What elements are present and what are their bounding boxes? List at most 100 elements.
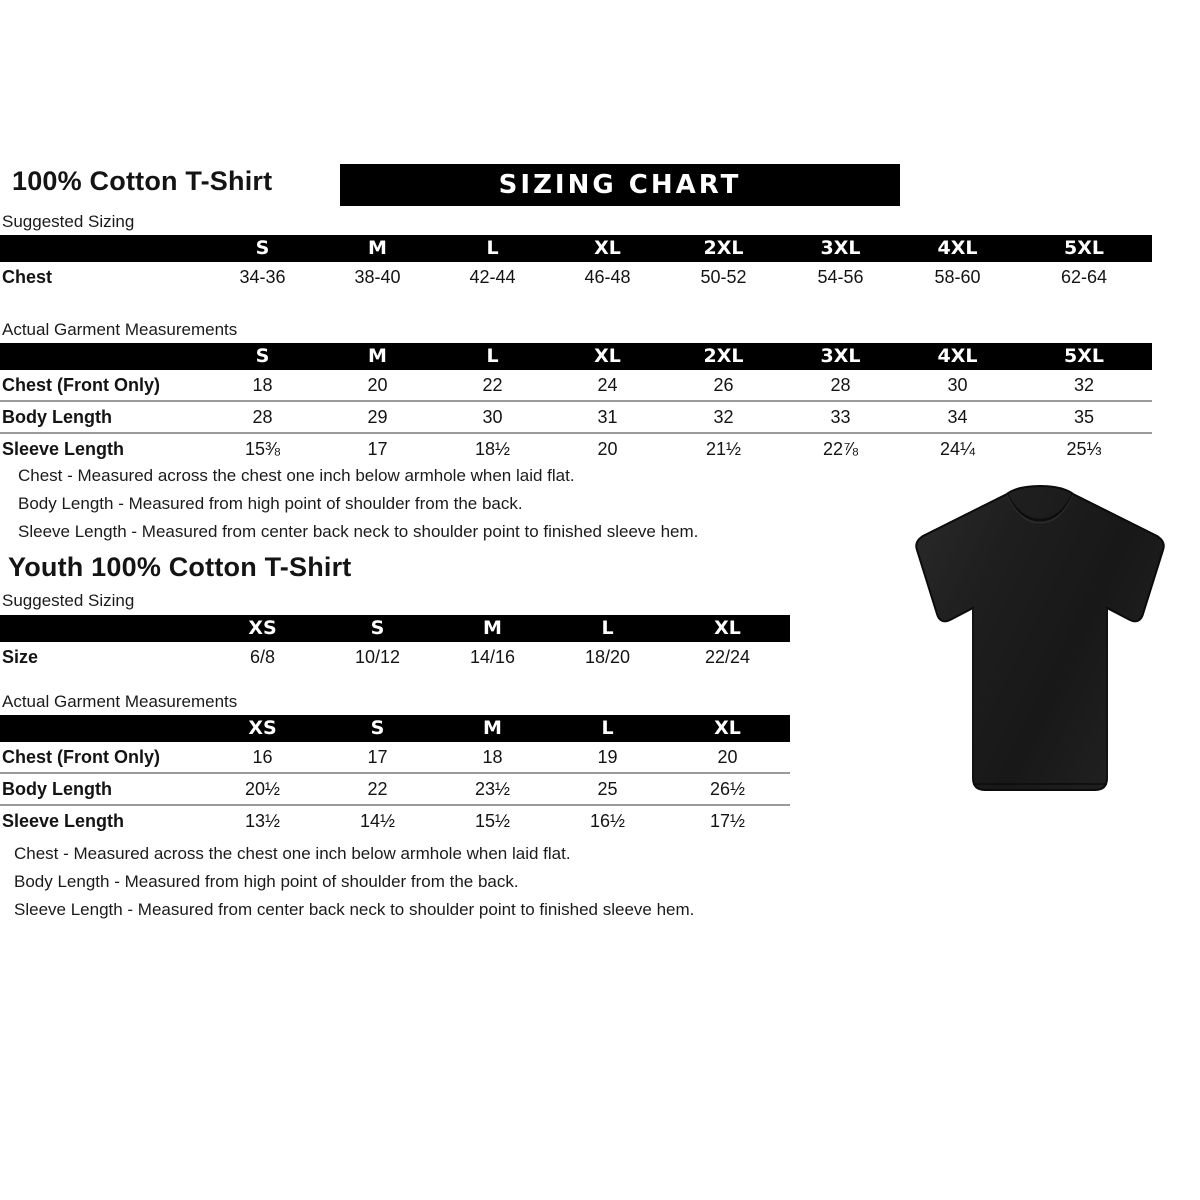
cell-chestfront-xl: 20 [665,742,790,773]
cell-chestfront-l: 19 [550,742,665,773]
cell-sleevelength-xs: 13½ [205,804,320,836]
cell-chest-l: 42-44 [435,262,550,292]
header-cell-m: M [368,345,387,367]
header-cell-m: M [368,237,387,259]
header-cell-4xl: 4XL [937,237,978,259]
cell-sleevelength-xl: 17½ [665,804,790,836]
cell-sleevelength-l: 18½ [435,432,550,464]
adult-suggested-sizing-table: S M L XL 2XL 3XL 4XL 5XL Chest 34-36 38-… [0,235,1152,292]
header-cell-m: M [483,617,502,639]
youth-actual-measurements-table: XS S M L XL Chest (Front Only) 16 17 18 … [0,715,790,836]
cell-chestfront-4xl: 30 [899,370,1016,401]
cell-sleevelength-m: 17 [320,432,435,464]
header-cell-s: S [370,717,385,739]
cell-chestfront-3xl: 28 [782,370,899,401]
cell-bodylength-m: 29 [320,400,435,433]
cell-sleevelength-2xl: 21½ [665,432,782,464]
row-label-chest-front-only: Chest (Front Only) [0,370,205,401]
cell-sleevelength-5xl: 25⅓ [1016,432,1152,464]
header-cell-4xl: 4XL [937,345,978,367]
header-cell-s: S [255,237,270,259]
cell-chestfront-m: 18 [435,742,550,773]
note-chest: Chest - Measured across the chest one in… [18,466,575,485]
cell-chestfront-m: 20 [320,370,435,401]
header-cell-3xl: 3XL [820,345,861,367]
header-cell-rowlabel [0,235,205,262]
header-cell-xl: XL [594,345,621,367]
cell-sleevelength-s: 14½ [320,804,435,836]
table-header-row: XS S M L XL [0,715,790,742]
cell-sleevelength-m: 15½ [435,804,550,836]
row-label-body-length: Body Length [0,400,205,433]
cell-chest-s: 34-36 [205,262,320,292]
table-row: Sleeve Length 15⅜ 17 18½ 20 21½ 22⅞ 24¼ … [0,432,1152,464]
cell-size-xs: 6/8 [205,642,320,672]
header-cell-l: L [601,617,614,639]
row-label-size: Size [0,642,205,672]
table-header-row: S M L XL 2XL 3XL 4XL 5XL [0,235,1152,262]
row-label-chest: Chest [0,262,205,292]
header-cell-rowlabel [0,343,205,370]
header-cell-l: L [601,717,614,739]
cell-bodylength-l: 30 [435,400,550,433]
header-cell-xs: XS [248,717,277,739]
cell-chestfront-s: 17 [320,742,435,773]
cell-chest-3xl: 54-56 [782,262,899,292]
table-row: Chest (Front Only) 16 17 18 19 20 [0,742,790,773]
cell-size-l: 18/20 [550,642,665,672]
cell-size-m: 14/16 [435,642,550,672]
cell-bodylength-4xl: 34 [899,400,1016,433]
table-row: Body Length 20½ 22 23½ 25 26½ [0,772,790,805]
header-cell-m: M [483,717,502,739]
cell-sleevelength-l: 16½ [550,804,665,836]
note-sleeve-length: Sleeve Length - Measured from center bac… [18,522,699,541]
header-cell-xs: XS [248,617,277,639]
cell-bodylength-s: 28 [205,400,320,433]
header-cell-3xl: 3XL [820,237,861,259]
cell-bodylength-2xl: 32 [665,400,782,433]
sizing-chart-banner: SIZING CHART [340,164,900,206]
header-cell-xl: XL [714,617,741,639]
cell-bodylength-5xl: 35 [1016,400,1152,433]
cell-chestfront-5xl: 32 [1016,370,1152,401]
table-row: Body Length 28 29 30 31 32 33 34 35 [0,400,1152,433]
header-cell-5xl: 5XL [1064,237,1104,259]
header-cell-xl: XL [714,717,741,739]
header-cell-s: S [255,345,270,367]
header-cell-xl: XL [594,237,621,259]
row-label-sleeve-length: Sleeve Length [0,804,205,836]
adult-section-title: 100% Cotton T-Shirt [12,166,273,196]
youth-actual-measurements-label: Actual Garment Measurements [2,692,238,711]
adult-actual-measurements-table: S M L XL 2XL 3XL 4XL 5XL Chest (Front On… [0,343,1152,464]
cell-chest-5xl: 62-64 [1016,262,1152,292]
cell-chest-xl: 46-48 [550,262,665,292]
header-cell-rowlabel [0,715,205,742]
note-sleeve-length: Sleeve Length - Measured from center bac… [14,900,695,919]
table-row: Size 6/8 10/12 14/16 18/20 22/24 [0,642,790,672]
cell-chest-4xl: 58-60 [899,262,1016,292]
note-body-length: Body Length - Measured from high point o… [18,494,523,513]
adult-measurement-notes: Chest - Measured across the chest one in… [18,462,698,546]
cell-chest-2xl: 50-52 [665,262,782,292]
cell-sleevelength-xl: 20 [550,432,665,464]
adult-actual-measurements-label: Actual Garment Measurements [2,320,238,339]
table-row: Sleeve Length 13½ 14½ 15½ 16½ 17½ [0,804,790,836]
header-cell-rowlabel [0,615,205,642]
header-cell-l: L [486,345,499,367]
row-label-chest-front-only: Chest (Front Only) [0,742,205,773]
cell-chestfront-xs: 16 [205,742,320,773]
cell-bodylength-3xl: 33 [782,400,899,433]
note-body-length: Body Length - Measured from high point o… [14,872,519,891]
table-row: Chest 34-36 38-40 42-44 46-48 50-52 54-5… [0,262,1152,292]
cell-size-s: 10/12 [320,642,435,672]
note-chest: Chest - Measured across the chest one in… [14,844,571,863]
sizing-chart-banner-label: SIZING CHART [498,170,742,200]
black-tshirt-image [895,478,1185,808]
cell-bodylength-xl: 31 [550,400,665,433]
row-label-body-length: Body Length [0,772,205,805]
cell-bodylength-s: 22 [320,772,435,805]
header-cell-5xl: 5XL [1064,345,1104,367]
table-row: Chest (Front Only) 18 20 22 24 26 28 30 … [0,370,1152,401]
tshirt-icon [915,484,1165,791]
cell-chestfront-2xl: 26 [665,370,782,401]
